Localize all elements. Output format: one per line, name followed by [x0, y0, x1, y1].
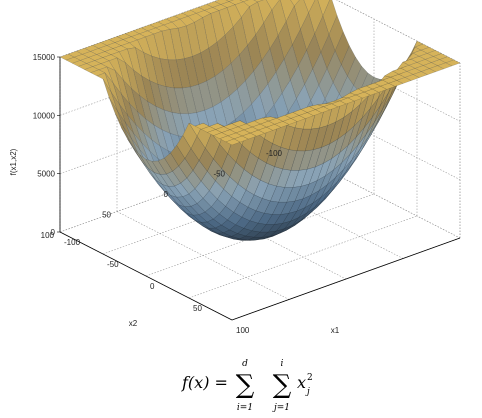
sum-symbol-outer: ∑: [236, 370, 255, 400]
x2-tick-label: -100: [266, 149, 283, 158]
z-tick-label: 5000: [37, 170, 55, 179]
floor-gridline: [116, 211, 290, 300]
z-tick-label: 0: [51, 228, 56, 237]
floor-edge-line: [231, 237, 461, 321]
x2-tick-label: -50: [213, 170, 225, 179]
z-tick-label: 10000: [33, 111, 56, 120]
sum-inner-lower: j=1: [272, 403, 290, 413]
x1-tick-label: -50: [107, 260, 119, 269]
sum-outer-upper: d: [242, 359, 248, 369]
sum-inner-upper: i: [281, 359, 284, 369]
sum-outer-lower: i=1: [237, 403, 253, 413]
z-tick-label: 15000: [33, 53, 56, 62]
wall-gridline: [287, 91, 461, 180]
formula-term-subscript: j: [305, 387, 310, 397]
surface-plot: [59, 0, 461, 241]
x2-tick-label: 0: [164, 190, 169, 199]
x2-tick-label: 100: [41, 231, 55, 240]
formula: f(x) = ∑ d i=1 ∑ i j=1 x 2 j: [181, 359, 313, 413]
tick-labels: 0 5000 10000 15000 100 50 0 -50 -100 -100 -50 0 50 10…: [33, 53, 283, 335]
z-axis-label: f(x1,x2): [9, 148, 18, 175]
floor-gridline: [230, 170, 404, 259]
x1-tick-label: 0: [150, 282, 155, 291]
x2-axis-label: x2: [129, 319, 138, 328]
x1-axis-label: x1: [331, 326, 340, 335]
x1-tick-label: -100: [64, 238, 81, 247]
sum-symbol-inner: ∑: [273, 370, 292, 400]
x2-tick-label: 50: [102, 211, 111, 220]
formula-lhs: f(x) =: [181, 373, 228, 392]
x1-tick-label: 50: [193, 304, 202, 313]
formula-term: x: [297, 373, 306, 392]
box-edge: [336, 0, 461, 64]
surface-patch: [225, 138, 241, 146]
wall-gridline: [287, 149, 461, 239]
x1-tick-label: 100: [236, 326, 250, 335]
formula-term-superscript: 2: [307, 373, 313, 383]
x1-axis-line: [59, 231, 233, 321]
